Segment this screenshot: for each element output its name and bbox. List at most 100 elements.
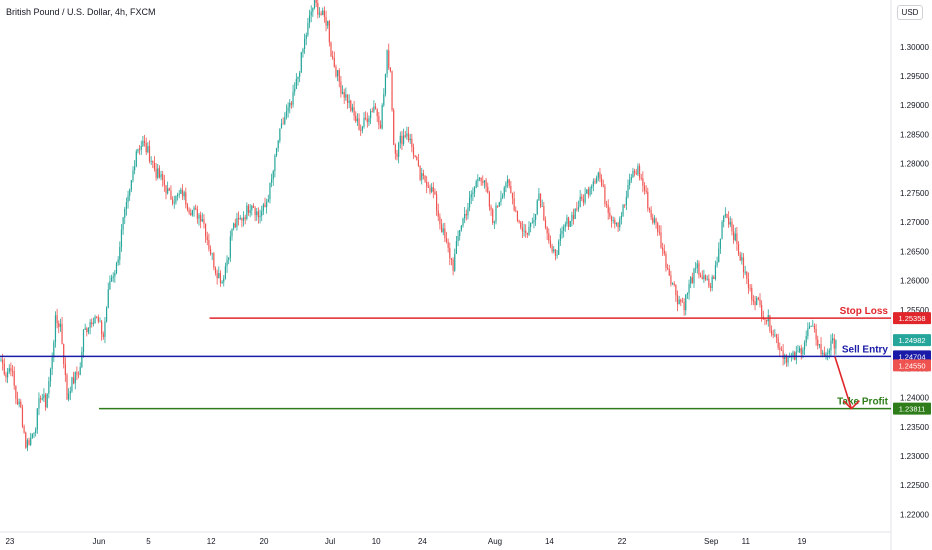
candle-body xyxy=(729,221,731,225)
candle-body xyxy=(36,408,38,430)
candle-body xyxy=(218,273,220,279)
currency-button[interactable]: USD xyxy=(897,5,923,20)
candle-body xyxy=(700,275,702,278)
candle-body xyxy=(757,297,759,300)
candle-body xyxy=(708,278,710,287)
candle-body xyxy=(241,218,243,221)
candle-body xyxy=(647,191,649,209)
candle-body xyxy=(685,294,687,311)
candle-body xyxy=(643,185,646,191)
candle-body xyxy=(462,218,464,226)
candle-body xyxy=(407,133,410,141)
candle-body xyxy=(810,326,812,327)
candle-body xyxy=(538,193,540,201)
candle-body xyxy=(23,426,25,433)
candle-body xyxy=(165,185,167,194)
candle-body xyxy=(229,236,231,258)
candle-body xyxy=(353,107,355,116)
candle-body xyxy=(322,10,324,16)
candle-body xyxy=(244,217,246,219)
candle-body xyxy=(292,91,294,105)
candle-body xyxy=(807,328,809,337)
candle-body xyxy=(384,73,387,95)
candle-body xyxy=(368,118,370,123)
candle-body xyxy=(655,218,657,223)
candle-body xyxy=(487,186,489,193)
x-tick-label: Aug xyxy=(488,537,502,546)
candle-body xyxy=(285,111,288,117)
candle-body xyxy=(832,338,834,341)
candle-body xyxy=(614,219,616,225)
candle-body xyxy=(346,94,349,103)
candle-body xyxy=(520,222,522,228)
candle-body xyxy=(363,117,365,127)
candle-body xyxy=(282,123,284,125)
candle-body xyxy=(320,13,322,16)
y-tick-label: 1.27000 xyxy=(900,218,929,227)
candle-body xyxy=(259,215,261,218)
candle-body xyxy=(607,205,609,213)
candle-body xyxy=(673,283,675,286)
candle-body xyxy=(233,223,235,229)
candle-body xyxy=(437,210,439,217)
candle-body xyxy=(266,201,268,208)
candle-body xyxy=(605,204,608,206)
candle-body xyxy=(28,440,30,445)
candle-body xyxy=(51,357,53,370)
candle-body xyxy=(208,240,210,250)
candle-body xyxy=(403,135,405,145)
candle-body xyxy=(328,21,330,43)
candle-body xyxy=(341,92,344,94)
candle-body xyxy=(167,188,169,194)
y-tick-label: 1.23000 xyxy=(900,452,929,461)
y-tick-label: 1.23500 xyxy=(900,423,929,432)
candle-body xyxy=(577,207,580,210)
candle-body xyxy=(224,266,226,279)
candle-body xyxy=(310,11,312,16)
candle-body xyxy=(239,218,241,220)
candle-body xyxy=(576,208,578,210)
candle-body xyxy=(640,177,642,179)
candle-body xyxy=(198,214,200,219)
candle-body xyxy=(120,229,123,248)
candle-body xyxy=(696,263,698,269)
candle-body xyxy=(741,257,743,261)
candle-body xyxy=(500,197,502,203)
candle-body xyxy=(269,182,271,200)
candle-body xyxy=(378,116,380,125)
candle-body xyxy=(91,322,93,324)
candle-body xyxy=(805,336,807,343)
candle-body xyxy=(393,110,395,145)
candle-body xyxy=(475,181,477,188)
candle-body xyxy=(137,149,139,152)
candle-body xyxy=(305,35,307,39)
candle-body xyxy=(168,188,170,191)
candle-body xyxy=(630,177,632,181)
candle-body xyxy=(132,170,134,181)
candle-body xyxy=(254,207,256,216)
candle-body xyxy=(5,374,7,378)
candle-body xyxy=(574,208,576,220)
candle-body xyxy=(63,344,65,364)
candle-body xyxy=(525,230,527,233)
candle-body xyxy=(601,178,603,186)
price-badge-value: 1.24550 xyxy=(898,361,925,370)
candle-body xyxy=(335,66,337,77)
level-price-value: 1.25358 xyxy=(898,314,925,323)
candle-body xyxy=(645,190,647,192)
candle-body xyxy=(823,352,825,357)
candle-body xyxy=(162,174,164,181)
candle-body xyxy=(464,213,466,219)
candle-body xyxy=(662,247,664,251)
candle-body xyxy=(587,189,589,195)
candle-body xyxy=(201,219,203,222)
candle-body xyxy=(820,344,822,355)
y-tick-label: 1.22500 xyxy=(900,481,929,490)
candle-body xyxy=(510,185,512,193)
candle-body xyxy=(495,205,497,222)
candle-body xyxy=(703,275,705,280)
candle-body xyxy=(716,262,718,266)
candle-body xyxy=(355,115,357,122)
y-tick-label: 1.26500 xyxy=(900,247,929,256)
